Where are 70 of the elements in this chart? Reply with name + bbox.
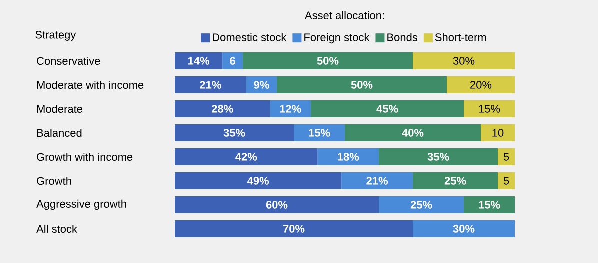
bar	[447, 76, 515, 94]
bar	[498, 148, 515, 166]
bar	[175, 172, 342, 190]
data-label: 21%	[200, 81, 222, 89]
bar	[413, 172, 498, 190]
y-tick-label: Growth	[37, 176, 72, 186]
data-label: 15%	[479, 105, 500, 113]
bar	[379, 196, 464, 214]
data-label: 18%	[338, 153, 360, 161]
data-label: 5	[504, 153, 510, 161]
y-tick-label: Aggressive growth	[36, 200, 126, 210]
bar	[481, 124, 515, 142]
data-label: 14%	[188, 57, 210, 65]
legend-label: Bonds	[388, 33, 418, 42]
bar	[294, 124, 345, 142]
y-tick-label: Conservative	[37, 56, 100, 66]
legend-label: Foreign stock	[304, 33, 370, 44]
bar	[342, 172, 413, 190]
data-label: 50%	[351, 81, 373, 89]
data-label: 25%	[444, 177, 466, 185]
bar	[243, 52, 413, 70]
bar	[464, 196, 515, 214]
data-label: 20%	[470, 81, 492, 89]
data-label: 21%	[366, 177, 388, 185]
y-tick-label: All stock	[36, 224, 78, 234]
data-label: 60%	[266, 201, 288, 209]
bar	[175, 124, 294, 142]
data-label: 35%	[428, 153, 450, 161]
data-label: 42%	[236, 153, 258, 161]
data-label: 45%	[376, 105, 398, 113]
legend-title: Asset allocation:	[304, 11, 384, 20]
data-label: 15%	[479, 201, 500, 209]
y-tick-label: Moderate	[37, 104, 83, 114]
bar	[175, 220, 413, 238]
y-tick-label: Growth with income	[37, 152, 133, 162]
y-tick-label: Balanced	[37, 128, 82, 138]
bar	[222, 52, 243, 70]
data-label: 30%	[453, 225, 475, 233]
data-label: 35%	[224, 129, 246, 137]
data-label: 28%	[212, 105, 234, 113]
bar	[413, 220, 515, 238]
data-label: 9%	[254, 81, 270, 89]
legend-label: Domestic stock	[213, 33, 287, 42]
data-label: 10	[492, 129, 504, 137]
bar	[175, 100, 270, 118]
data-label: 49%	[247, 177, 270, 185]
data-label: 6	[230, 57, 236, 65]
data-label: 5	[504, 177, 510, 185]
bar	[311, 100, 464, 118]
bar	[379, 148, 498, 166]
y-tick-label: Moderate with income	[37, 80, 144, 90]
bar	[175, 196, 379, 214]
bar	[277, 76, 447, 94]
bar	[344, 124, 481, 142]
y-axis-title: Strategy	[36, 31, 76, 41]
data-label: 25%	[410, 201, 432, 209]
data-label: 30%	[453, 57, 475, 65]
legend-label: Short-term	[435, 33, 486, 42]
bar	[175, 52, 223, 70]
bar	[175, 148, 318, 166]
bar	[464, 100, 515, 118]
data-label: 15%	[309, 129, 330, 137]
bar	[498, 172, 515, 190]
bar	[175, 76, 246, 94]
bar	[413, 52, 515, 70]
data-label: 50%	[317, 57, 339, 65]
data-label: 40%	[402, 129, 424, 137]
data-label: 12%	[280, 105, 302, 113]
data-label: 70%	[283, 225, 305, 233]
bar	[318, 148, 379, 166]
